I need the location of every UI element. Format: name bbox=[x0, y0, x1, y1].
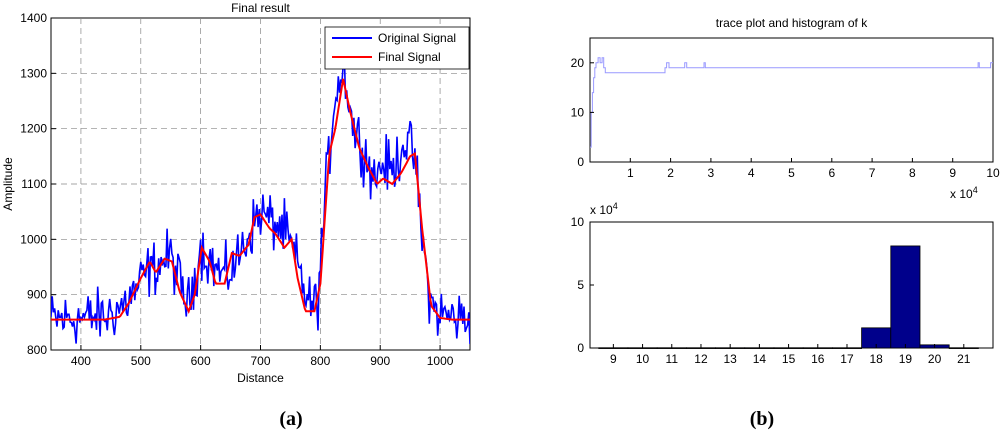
trace-x-tick-label: 5 bbox=[788, 166, 795, 180]
ticks-b-trace: 1 2 3 4 5 6 7 8 9 10 0 10 20 bbox=[571, 56, 1000, 180]
trace-y-tick-label: 0 bbox=[577, 155, 584, 169]
panel-label-a: (a) bbox=[279, 408, 302, 430]
panel-label-b: (b) bbox=[750, 408, 774, 430]
x-multiplier-label: x 104 bbox=[950, 185, 978, 201]
series-line-original bbox=[51, 53, 470, 345]
trace-x-tick-label: 7 bbox=[869, 166, 876, 180]
trace-x-tick-label: 2 bbox=[667, 166, 674, 180]
hist-x-tick-label: 11 bbox=[666, 352, 679, 366]
x-tick-label: 400 bbox=[71, 354, 91, 368]
hist-x-tick-label: 12 bbox=[694, 352, 708, 366]
x-tick-label: 600 bbox=[191, 354, 211, 368]
grid-a bbox=[51, 18, 470, 350]
plot-area-b-trace bbox=[589, 37, 994, 163]
hist-x-tick-label: 13 bbox=[723, 352, 737, 366]
chart-title-b: trace plot and histogram of k bbox=[716, 16, 868, 30]
hist-x-tick-label: 16 bbox=[811, 352, 825, 366]
bars-group bbox=[598, 245, 979, 349]
chart-title-a: Final result bbox=[231, 1, 290, 15]
y-tick-label: 1000 bbox=[20, 232, 47, 246]
chart-final-result: 400 500 600 700 800 900 1000 800 900 1000 1100 1200… bbox=[1, 1, 471, 385]
hist-x-tick-label: 17 bbox=[840, 352, 854, 366]
y-tick-label: 1100 bbox=[21, 177, 47, 191]
x-tick-label: 900 bbox=[370, 354, 390, 368]
trace-x-tick-label: 9 bbox=[949, 166, 956, 180]
hist-x-tick-label: 19 bbox=[899, 352, 913, 366]
hist-x-tick-label: 21 bbox=[957, 352, 971, 366]
trace-y-tick-label: 20 bbox=[571, 56, 585, 70]
legend-label-original: Original Signal bbox=[378, 31, 456, 45]
y-tick-label: 900 bbox=[27, 288, 47, 302]
hist-x-tick-label: 18 bbox=[870, 352, 884, 366]
series-group-b-trace bbox=[590, 57, 993, 148]
series-line-final bbox=[51, 78, 470, 321]
series-group-a bbox=[51, 53, 470, 345]
hist-x-tick-label: 9 bbox=[610, 352, 617, 366]
x-tick-label: 700 bbox=[250, 354, 270, 368]
chart-trace-plot: 1 2 3 4 5 6 7 8 9 10 0 10 20 trace plot and histogra… bbox=[571, 16, 1000, 201]
chart-histogram-k: 9 10 11 12 13 14 15 16 17 18 19 20 21 0 5 10 x 104 bbox=[571, 201, 994, 366]
y-multiplier-label: x 104 bbox=[590, 201, 618, 217]
trace-line-k bbox=[590, 57, 993, 148]
y-axis-label-a: Amplitude bbox=[1, 157, 15, 211]
y-tick-label: 1200 bbox=[20, 122, 47, 136]
x-tick-label: 800 bbox=[310, 354, 330, 368]
hist-x-tick-label: 15 bbox=[782, 352, 796, 366]
trace-x-tick-label: 10 bbox=[986, 166, 1000, 180]
ticks-b-hist: 9 10 11 12 13 14 15 16 17 18 19 20 21 0 5 10 bbox=[571, 215, 971, 366]
x-tick-label: 500 bbox=[131, 354, 151, 368]
hist-bar-19 bbox=[890, 245, 921, 349]
x-tick-label: 1000 bbox=[427, 354, 454, 368]
plot-area-b-hist bbox=[589, 221, 994, 349]
hist-x-tick-label: 20 bbox=[928, 352, 942, 366]
y-tick-label: 1300 bbox=[20, 66, 47, 80]
legend-a: Original Signal Final Signal bbox=[324, 26, 470, 70]
hist-y-tick-label: 10 bbox=[571, 215, 585, 229]
trace-x-tick-label: 4 bbox=[748, 166, 755, 180]
hist-y-tick-label: 0 bbox=[577, 341, 584, 355]
hist-y-tick-label: 5 bbox=[577, 278, 584, 292]
hist-x-tick-label: 10 bbox=[636, 352, 650, 366]
trace-x-tick-label: 8 bbox=[909, 166, 916, 180]
legend-box bbox=[324, 26, 470, 70]
trace-x-tick-label: 3 bbox=[708, 166, 715, 180]
ticks-a: 400 500 600 700 800 900 1000 800 900 1000 1100 1200… bbox=[20, 11, 453, 368]
trace-x-tick-label: 6 bbox=[828, 166, 835, 180]
legend-label-final: Final Signal bbox=[378, 50, 441, 64]
x-axis-label-a: Distance bbox=[237, 371, 284, 385]
trace-y-tick-label: 10 bbox=[571, 105, 585, 119]
hist-x-tick-label: 14 bbox=[753, 352, 767, 366]
y-tick-label: 800 bbox=[27, 343, 47, 357]
y-tick-label: 1400 bbox=[20, 11, 47, 25]
trace-x-tick-label: 1 bbox=[627, 166, 634, 180]
